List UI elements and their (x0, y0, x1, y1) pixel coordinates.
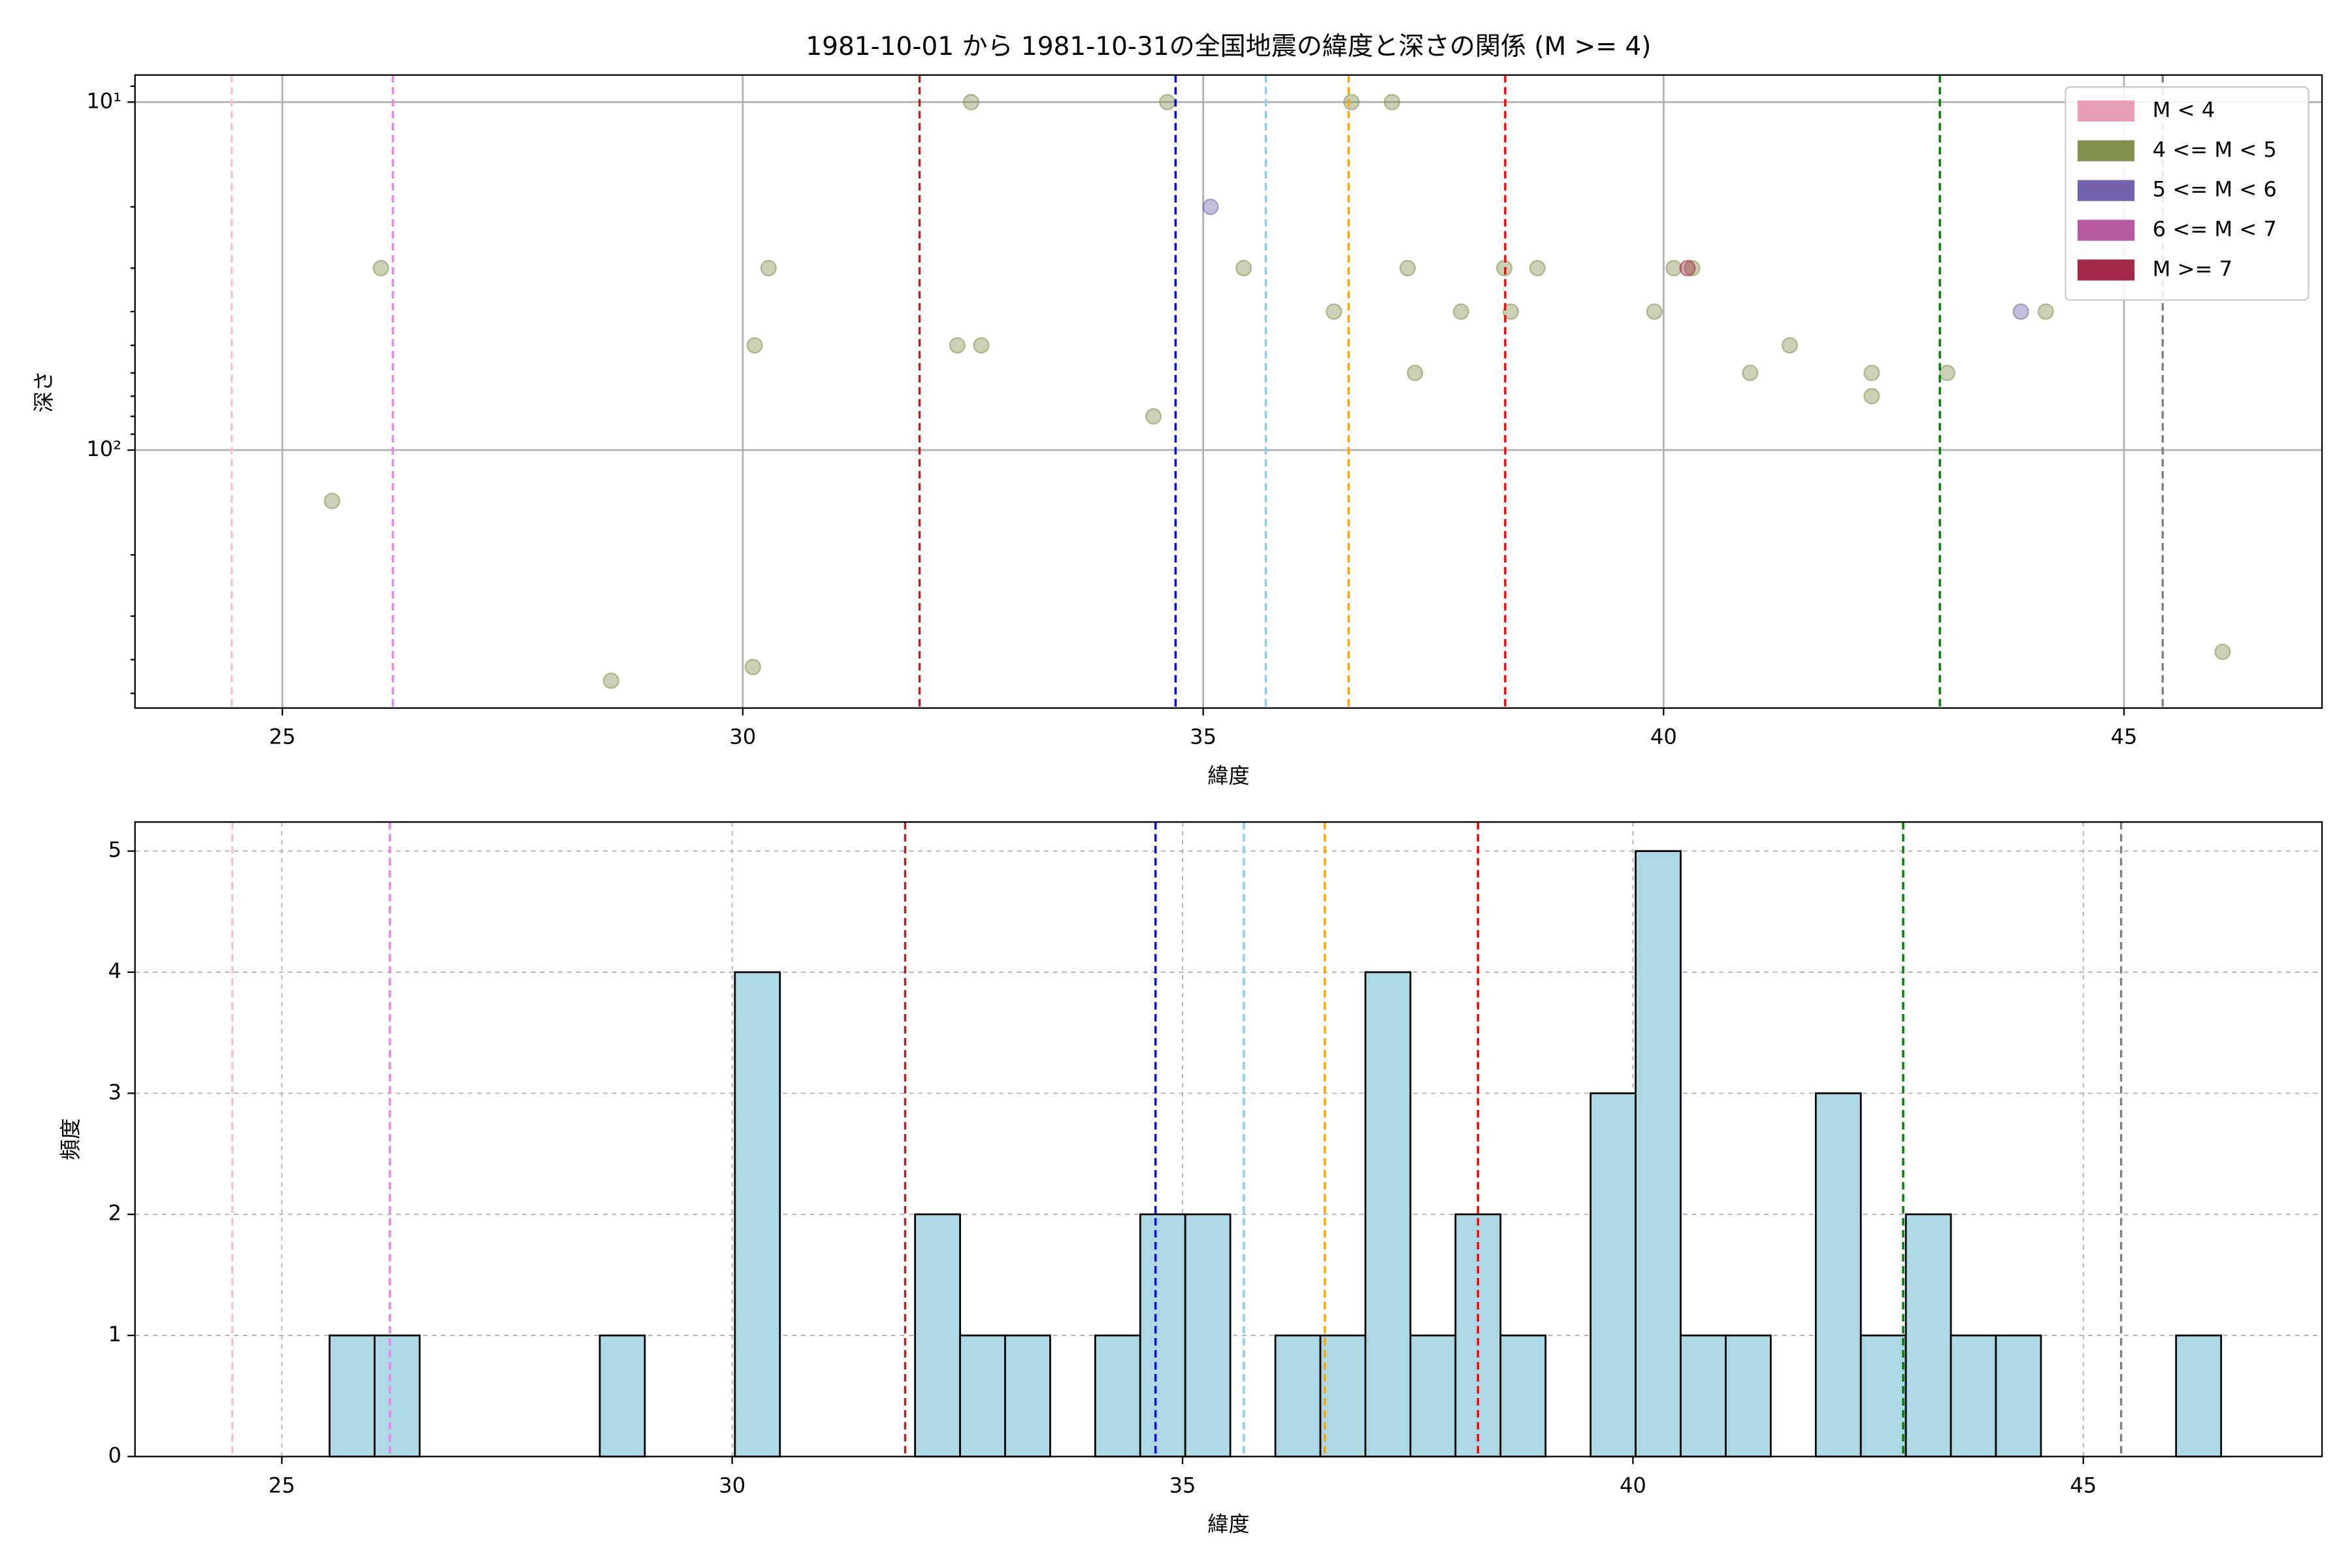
point (1665, 259, 1682, 277)
bar (373, 1334, 421, 1458)
x-tick-label: 35 (1169, 1473, 1196, 1497)
point (1343, 93, 1360, 110)
x-tick-label: 25 (269, 1473, 295, 1497)
bar (598, 1334, 646, 1458)
y-axis-label: 深さ (31, 370, 56, 412)
bar (2175, 1334, 2223, 1458)
bar (1454, 1213, 1502, 1458)
point (1646, 303, 1663, 320)
x-tick-label: 25 (269, 725, 296, 749)
point (1502, 303, 1519, 320)
point (1399, 259, 1416, 277)
point (1326, 303, 1343, 320)
bar (1590, 1092, 1637, 1458)
point (2012, 303, 2029, 320)
bar (1184, 1213, 1232, 1458)
point (1684, 259, 1701, 277)
x-tick-label: 45 (2111, 725, 2138, 749)
point (372, 259, 389, 277)
legend-label: M < 4 (2153, 97, 2215, 122)
x-tick-label: 40 (1620, 1473, 1646, 1497)
bar (1950, 1334, 1997, 1458)
legend-swatch (2077, 259, 2135, 281)
legend-swatch (2077, 140, 2135, 161)
legend-label: M >= 7 (2153, 256, 2232, 281)
x-axis-label: 緯度 (1207, 763, 1249, 788)
bar (1139, 1213, 1186, 1458)
point (1159, 93, 1176, 110)
bar (1904, 1213, 1952, 1458)
y-axis-label: 頻度 (58, 1119, 83, 1160)
point (962, 93, 980, 110)
legend-swatch (2077, 100, 2135, 122)
chart-title: 1981-10-01 から 1981-10-31の全国地震の緯度と深さの関係 (… (806, 32, 1651, 61)
point (1452, 303, 1469, 320)
point (323, 493, 340, 510)
x-tick-label: 45 (2070, 1473, 2097, 1497)
y-tick-label: 10¹ (86, 88, 122, 113)
bar (1995, 1334, 2042, 1458)
legend-label: 5 <= M < 6 (2153, 177, 2277, 202)
legend: M < 4 4 <= M < 5 5 <= M < 6 6 <= M < 7 M >= … (2065, 86, 2310, 301)
bar (1274, 1334, 1322, 1458)
y-tick-label: 3 (108, 1079, 122, 1104)
point (2037, 303, 2054, 320)
bar (1499, 1334, 1547, 1458)
bar (1409, 1334, 1457, 1458)
bar (1094, 1334, 1141, 1458)
point (1407, 365, 1424, 382)
point (1863, 387, 1880, 405)
bar (329, 1334, 376, 1458)
point (746, 336, 763, 354)
point (1529, 259, 1546, 277)
y-tick-label: 1 (108, 1322, 122, 1347)
point (1863, 365, 1880, 382)
point (1383, 93, 1401, 110)
bar (1319, 1334, 1367, 1458)
plot-frame (134, 821, 2323, 1458)
point (602, 672, 619, 689)
point (1781, 336, 1799, 354)
bar (1814, 1092, 1862, 1458)
legend-label: 4 <= M < 5 (2153, 137, 2277, 162)
y-tick-label: 10² (86, 436, 122, 461)
bar (914, 1213, 961, 1458)
legend-swatch (2077, 220, 2135, 241)
y-tick-label: 4 (108, 958, 122, 983)
bar (1680, 1334, 1727, 1458)
point (760, 259, 777, 277)
bar (959, 1334, 1006, 1458)
point (1202, 198, 1219, 216)
point (949, 336, 966, 354)
bar (734, 971, 781, 1458)
x-tick-label: 30 (719, 1473, 745, 1497)
x-tick-label: 30 (729, 725, 756, 749)
y-tick-label: 5 (108, 838, 122, 862)
legend-label: 6 <= M < 7 (2153, 216, 2277, 241)
bar (1725, 1334, 1772, 1458)
point (1938, 365, 1956, 382)
bar (1004, 1334, 1051, 1458)
bar (1635, 850, 1682, 1458)
point (973, 336, 990, 354)
point (1235, 259, 1252, 277)
point (2214, 644, 2231, 661)
bar (1859, 1334, 1907, 1458)
y-tick-label: 0 (108, 1443, 122, 1467)
x-tick-label: 35 (1190, 725, 1217, 749)
x-axis-label: 緯度 (1207, 1512, 1249, 1537)
point (744, 659, 762, 676)
point (1679, 259, 1696, 277)
bar (1364, 971, 1412, 1458)
plot-frame (134, 74, 2323, 709)
legend-swatch (2077, 180, 2135, 201)
y-tick-label: 2 (108, 1201, 122, 1226)
x-tick-label: 40 (1650, 725, 1677, 749)
point (1145, 408, 1162, 425)
point (1742, 365, 1759, 382)
